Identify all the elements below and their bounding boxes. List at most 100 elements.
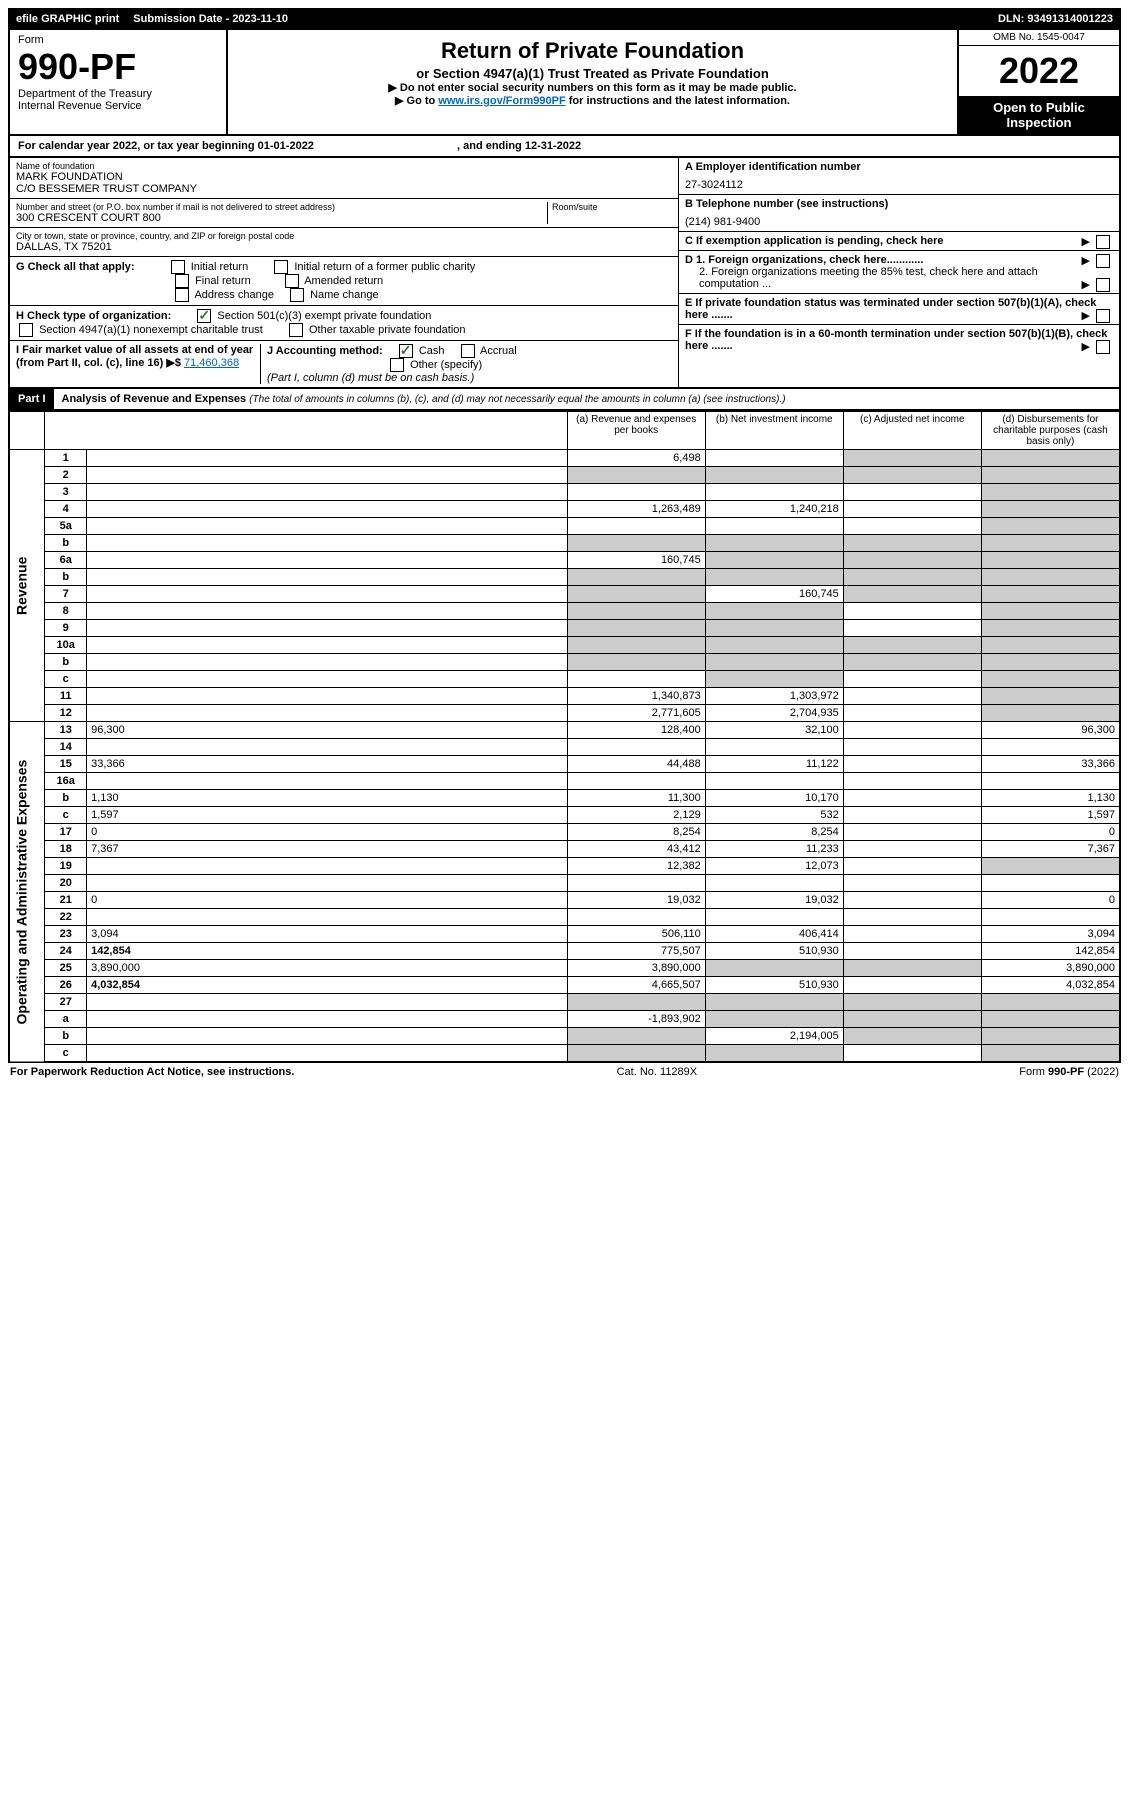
c-label: C If exemption application is pending, c…: [685, 235, 944, 247]
checkbox-address-change[interactable]: [175, 288, 189, 302]
amount-cell: [981, 637, 1120, 654]
amount-cell: [843, 586, 981, 603]
amount-cell: [705, 518, 843, 535]
d2-label: 2. Foreign organizations meeting the 85%…: [699, 266, 1038, 290]
amount-cell: [981, 501, 1120, 518]
table-row: 27: [9, 994, 1120, 1011]
line-number: 10a: [45, 637, 87, 654]
e-label: E If private foundation status was termi…: [685, 297, 1096, 321]
line-number: 12: [45, 705, 87, 722]
checkbox-e[interactable]: [1096, 309, 1110, 323]
amount-cell: [843, 688, 981, 705]
instr-2: ▶ Go to www.irs.gov/Form990PF for instru…: [234, 94, 951, 107]
checkbox-initial-former[interactable]: [274, 260, 288, 274]
irs: Internal Revenue Service: [18, 100, 218, 112]
omb: OMB No. 1545-0047: [959, 30, 1119, 46]
checkbox-initial-return[interactable]: [171, 260, 185, 274]
table-row: 41,263,4891,240,218: [9, 501, 1120, 518]
d-cell: D 1. Foreign organizations, check here..…: [679, 251, 1119, 294]
table-row: 233,094506,110406,4143,094: [9, 926, 1120, 943]
amount-cell: [843, 552, 981, 569]
amount-cell: [567, 603, 705, 620]
line-number: 3: [45, 484, 87, 501]
checkbox-f[interactable]: [1096, 340, 1110, 354]
line-description: [87, 535, 568, 552]
amount-cell: [981, 467, 1120, 484]
amount-cell: [567, 484, 705, 501]
line-number: c: [45, 671, 87, 688]
table-row: 264,032,8544,665,507510,9304,032,854: [9, 977, 1120, 994]
amount-cell: [705, 1011, 843, 1028]
top-bar: efile GRAPHIC print Submission Date - 20…: [8, 8, 1121, 30]
checkbox-501c3[interactable]: [197, 309, 211, 323]
amount-cell: [705, 994, 843, 1011]
amount-cell: 1,340,873: [567, 688, 705, 705]
amount-cell: [843, 518, 981, 535]
amount-cell: [843, 569, 981, 586]
checkbox-4947[interactable]: [19, 323, 33, 337]
amount-cell: [981, 858, 1120, 875]
g-opt-0: Initial return: [191, 261, 248, 273]
table-row: 9: [9, 620, 1120, 637]
amount-cell: [705, 960, 843, 977]
amount-cell: [843, 654, 981, 671]
j-label: J Accounting method:: [267, 345, 383, 357]
tax-year: 2022: [959, 46, 1119, 96]
checkbox-name-change[interactable]: [290, 288, 304, 302]
amount-cell: [705, 739, 843, 756]
amount-cell: [981, 535, 1120, 552]
form-link[interactable]: www.irs.gov/Form990PF: [438, 95, 565, 107]
amount-cell: [705, 535, 843, 552]
checkbox-other-taxable[interactable]: [289, 323, 303, 337]
checkbox-accrual[interactable]: [461, 344, 475, 358]
g-opt-1: Initial return of a former public charit…: [294, 261, 475, 273]
amount-cell: 532: [705, 807, 843, 824]
table-row: 16a: [9, 773, 1120, 790]
table-row: 5a: [9, 518, 1120, 535]
instr2-post: for instructions and the latest informat…: [566, 95, 790, 107]
checkbox-d1[interactable]: [1096, 254, 1110, 268]
checkbox-amended[interactable]: [285, 274, 299, 288]
analysis-table: (a) Revenue and expenses per books (b) N…: [8, 411, 1121, 1063]
amount-cell: [705, 603, 843, 620]
amount-cell: 19,032: [567, 892, 705, 909]
table-row: 6a160,745: [9, 552, 1120, 569]
amount-cell: 1,130: [981, 790, 1120, 807]
foundation-name: MARK FOUNDATION: [16, 171, 672, 183]
amount-cell: [567, 909, 705, 926]
city-cell: City or town, state or province, country…: [10, 228, 678, 257]
amount-cell: [981, 569, 1120, 586]
amount-cell: [567, 637, 705, 654]
amount-cell: 19,032: [705, 892, 843, 909]
amount-cell: [843, 756, 981, 773]
table-row: 1708,2548,2540: [9, 824, 1120, 841]
checkbox-cash[interactable]: [399, 344, 413, 358]
amount-cell: [705, 1045, 843, 1063]
cal-pre: For calendar year 2022, or tax year begi…: [18, 140, 258, 152]
checkbox-final-return[interactable]: [175, 274, 189, 288]
amount-cell: 6,498: [567, 450, 705, 467]
checkbox-c[interactable]: [1096, 235, 1110, 249]
amount-cell: [843, 467, 981, 484]
form-number: 990-PF: [18, 46, 218, 88]
line-description: 1,130: [87, 790, 568, 807]
amount-cell: [843, 960, 981, 977]
line-number: c: [45, 807, 87, 824]
name-cell: Name of foundation MARK FOUNDATION C/O B…: [10, 158, 678, 199]
amount-cell: [981, 671, 1120, 688]
line-number: a: [45, 1011, 87, 1028]
header-left: Form 990-PF Department of the Treasury I…: [10, 30, 228, 134]
part1-title: Analysis of Revenue and Expenses: [62, 393, 247, 405]
amount-cell: [843, 943, 981, 960]
addr-label: Number and street (or P.O. box number if…: [16, 202, 547, 212]
amount-cell: 510,930: [705, 943, 843, 960]
line-description: [87, 603, 568, 620]
amount-cell: [843, 892, 981, 909]
dln: DLN: 93491314001223: [296, 10, 1119, 28]
amount-cell: 3,890,000: [981, 960, 1120, 977]
amount-cell: 4,665,507: [567, 977, 705, 994]
fair-market-value[interactable]: 71,460,368: [184, 357, 239, 369]
ein-cell: A Employer identification number 27-3024…: [679, 158, 1119, 195]
checkbox-other-method[interactable]: [390, 358, 404, 372]
checkbox-d2[interactable]: [1096, 278, 1110, 292]
